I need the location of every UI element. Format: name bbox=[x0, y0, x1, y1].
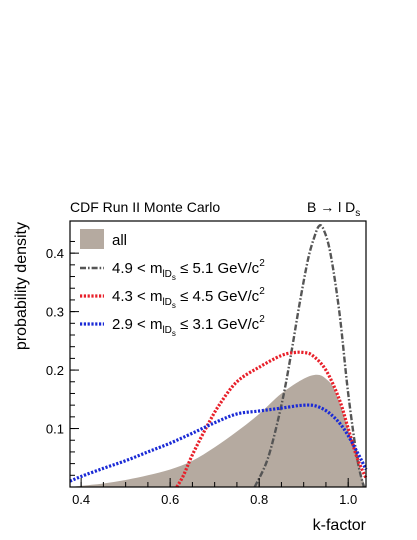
y-tick-label: 0.4 bbox=[46, 246, 64, 261]
y-tick-label: 0.1 bbox=[46, 422, 64, 437]
series-line-2 bbox=[175, 350, 368, 488]
series-layer bbox=[69, 224, 368, 488]
legend-label: 4.9 < mlDs ≤ 5.1 GeV/c2 bbox=[112, 258, 265, 282]
y-axis-label: probability density bbox=[13, 222, 30, 350]
legend-label: all bbox=[112, 232, 127, 249]
axis-layer: 0.4 0.6 0.8 1.0 0.1 0.2 0.3 0.4 bbox=[46, 240, 357, 507]
x-axis-label: k-factor bbox=[313, 517, 367, 534]
series-line-3 bbox=[69, 403, 368, 483]
y-tick-label: 0.2 bbox=[46, 363, 64, 378]
legend-label: 4.3 < mlDs ≤ 4.5 GeV/c2 bbox=[112, 286, 265, 310]
plot-frame bbox=[69, 220, 367, 488]
series-area-all bbox=[70, 374, 366, 487]
legend-swatch-all bbox=[80, 229, 104, 249]
y-tick-label: 0.3 bbox=[46, 305, 64, 320]
header-left-title: CDF Run II Monte Carlo bbox=[70, 199, 220, 215]
header-right-title: B → l Ds bbox=[307, 199, 360, 219]
x-tick-label: 0.4 bbox=[72, 492, 90, 507]
legend-label: 2.9 < mlDs ≤ 3.1 GeV/c2 bbox=[112, 314, 265, 338]
x-tick-label: 0.6 bbox=[161, 492, 179, 507]
x-tick-label: 1.0 bbox=[339, 492, 357, 507]
x-tick-label: 0.8 bbox=[250, 492, 268, 507]
series-line-1 bbox=[253, 224, 365, 488]
legend: all 4.9 < mlDs ≤ 5.1 GeV/c2 4.3 < mlDs ≤ 4… bbox=[80, 229, 265, 338]
